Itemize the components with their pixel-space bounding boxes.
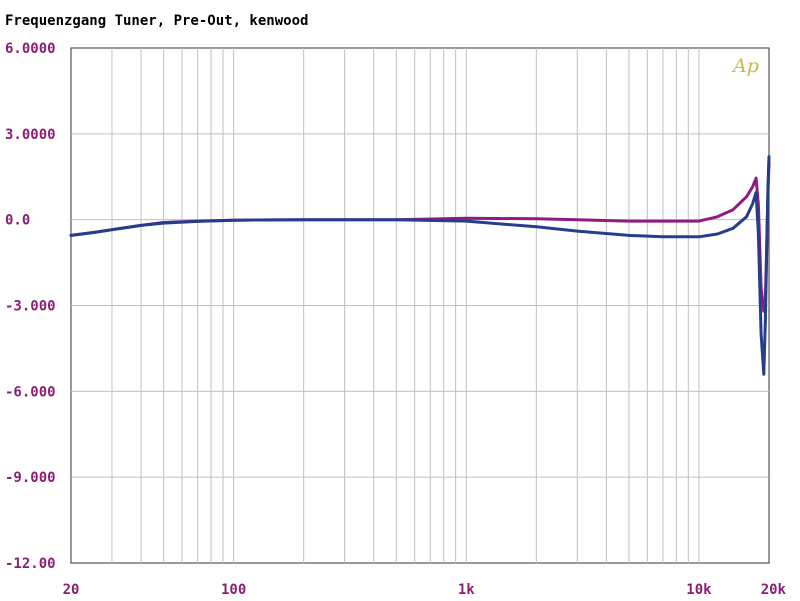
y-tick-label: -9.000 [5,470,56,486]
y-tick-label: 3.0000 [5,127,56,143]
grid-lines [71,48,769,563]
x-tick-label: 20k [761,582,787,598]
y-tick-label: 0.0 [5,213,30,229]
y-tick-label: 6.0000 [5,41,56,57]
chart-title: Frequenzgang Tuner, Pre-Out, kenwood [5,13,308,29]
series-line-2 [69,155,771,376]
x-tick-label: 100 [221,582,246,598]
y-tick-label: -6.000 [5,384,56,400]
x-tick-label: 10k [686,582,712,598]
y-tick-labels: 6.0000 3.0000 0.0 -3.000 -6.000 -9.000 -12.00 [5,41,56,572]
x-tick-label: 1k [458,582,475,598]
ap-logo: Ap [731,55,759,77]
series-layer [69,155,771,376]
x-tick-labels: 20 100 1k 10k 20k [63,582,787,598]
y-tick-label: -3.000 [5,299,56,315]
y-tick-label: -12.00 [5,556,56,572]
x-tick-label: 20 [63,582,80,598]
